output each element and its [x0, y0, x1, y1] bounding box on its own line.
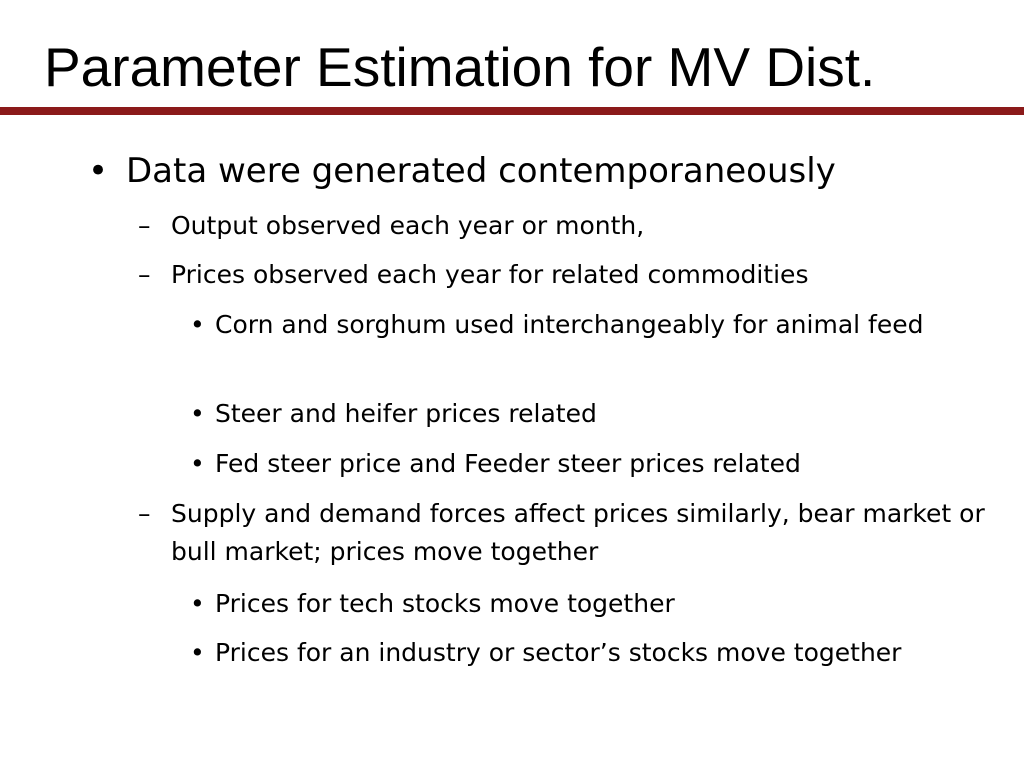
subsub-fed-steer: • Fed steer price and Feeder steer price… — [190, 445, 1005, 483]
subsub-corn-sorghum: • Corn and sorghum used interchangeably … — [190, 306, 1005, 344]
subsub-text: Prices for an industry or sector’s stock… — [215, 638, 902, 667]
bullet-text: Data were generated contemporaneously — [126, 151, 836, 191]
subbullet-text: Prices observed each year for related co… — [171, 260, 809, 289]
subsub-tech-stocks: • Prices for tech stocks move together — [190, 585, 1005, 623]
subbullet-text: Supply and demand forces affect prices s… — [171, 499, 985, 566]
bullet-marker: • — [190, 589, 205, 618]
dash-marker: – — [138, 499, 151, 528]
subsub-text: Fed steer price and Feeder steer prices … — [215, 449, 801, 478]
subbullet-supply-demand: – Supply and demand forces affect prices… — [138, 495, 1001, 571]
subbullet-prices-observed: – Prices observed each year for related … — [138, 256, 1001, 294]
subsub-text: Prices for tech stocks move together — [215, 589, 675, 618]
subsub-text: Steer and heifer prices related — [215, 399, 597, 428]
bullet-marker: • — [88, 151, 109, 191]
subsub-industry-sector: • Prices for an industry or sector’s sto… — [190, 634, 1005, 672]
bullet-marker: • — [190, 310, 205, 339]
subsub-text: Corn and sorghum used interchangeably fo… — [215, 310, 924, 339]
bullet-data-generated: • Data were generated contemporaneously — [88, 147, 836, 195]
slide-title: Parameter Estimation for MV Dist. — [44, 36, 876, 98]
title-divider — [0, 107, 1024, 115]
bullet-marker: • — [190, 638, 205, 667]
bullet-marker: • — [190, 399, 205, 428]
subsub-steer-heifer: • Steer and heifer prices related — [190, 395, 1005, 433]
subbullet-text: Output observed each year or month, — [171, 211, 645, 240]
dash-marker: – — [138, 260, 151, 289]
bullet-marker: • — [190, 449, 205, 478]
dash-marker: – — [138, 211, 151, 240]
subbullet-output-observed: – Output observed each year or month, — [138, 207, 1001, 245]
